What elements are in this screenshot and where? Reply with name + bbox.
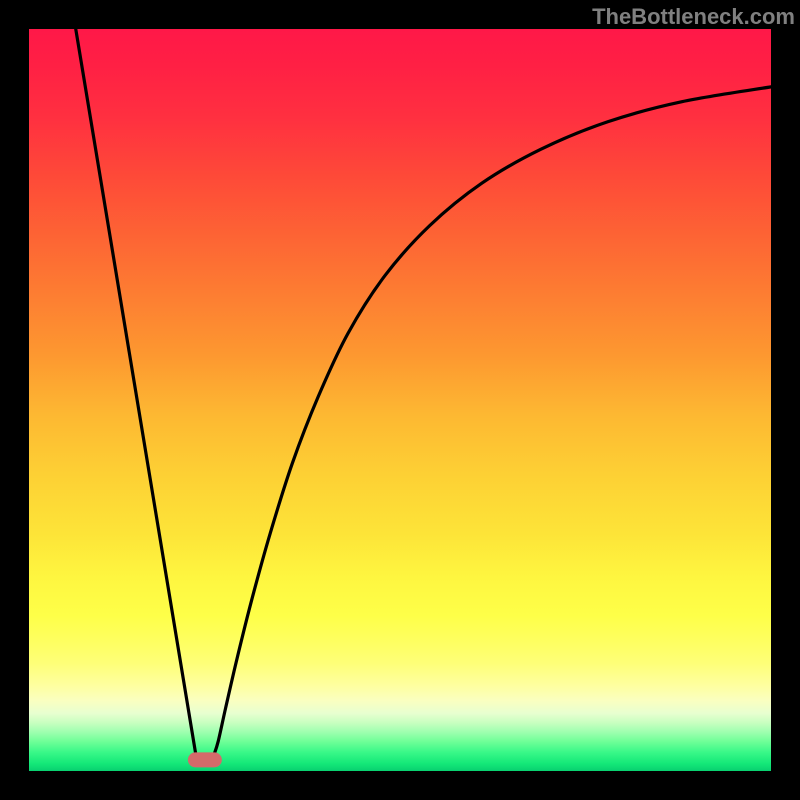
bottleneck-chart: TheBottleneck.com xyxy=(0,0,800,800)
optimal-marker xyxy=(188,752,222,767)
watermark-text: TheBottleneck.com xyxy=(592,4,795,29)
chart-container: { "chart": { "type": "line", "width": 80… xyxy=(0,0,800,800)
plot-background xyxy=(29,29,771,771)
